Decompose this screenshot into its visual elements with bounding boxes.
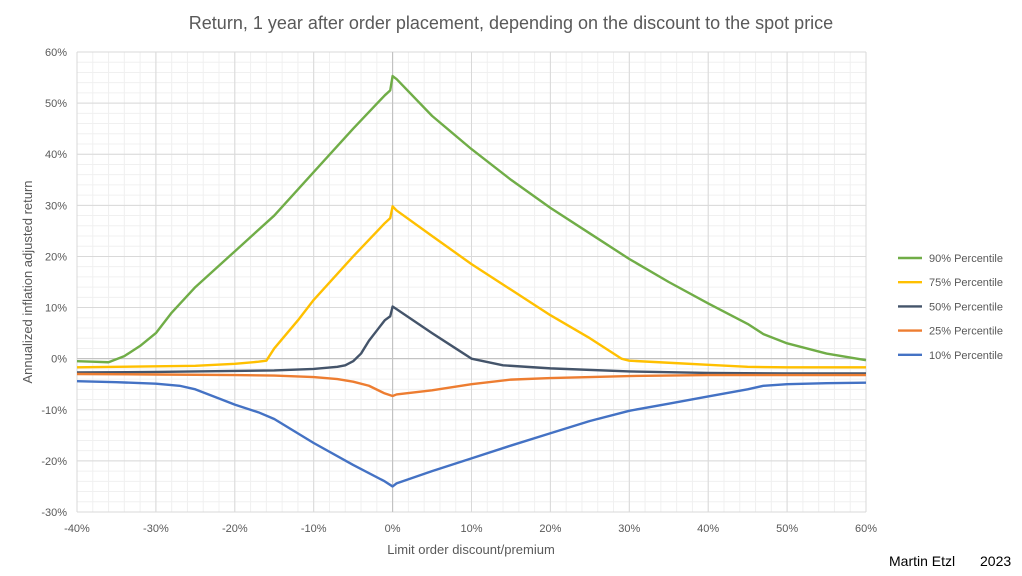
year-credit: 2023 bbox=[980, 553, 1012, 569]
x-tick-label: -30% bbox=[143, 523, 169, 535]
y-tick-label: 10% bbox=[45, 303, 67, 315]
series-line-3 bbox=[76, 305, 866, 375]
series-line-5 bbox=[76, 379, 867, 488]
x-tick-label: 30% bbox=[618, 523, 640, 535]
x-tick-label: -20% bbox=[222, 523, 248, 535]
x-tick-label: 60% bbox=[855, 523, 877, 535]
y-tick-label: 20% bbox=[45, 251, 67, 263]
y-tick-label: 50% bbox=[45, 98, 67, 110]
legend-label: 10% Percentile bbox=[929, 350, 1003, 362]
legend-label: 90% Percentile bbox=[929, 253, 1003, 265]
x-tick-label: -10% bbox=[301, 523, 327, 535]
legend-label: 50% Percentile bbox=[929, 301, 1003, 313]
x-tick-label: 50% bbox=[776, 523, 798, 535]
chart-series bbox=[76, 74, 867, 488]
x-tick-label: 0% bbox=[385, 523, 401, 535]
y-tick-label: -30% bbox=[41, 507, 67, 519]
legend: 90% Percentile 75% Percentile 50% Percenti… bbox=[898, 253, 1003, 362]
x-tick-label: -40% bbox=[64, 523, 90, 535]
y-tick-label: -10% bbox=[41, 405, 67, 417]
y-axis-label: Annualized inflation adjusted return bbox=[20, 180, 35, 383]
series-line-2 bbox=[76, 205, 866, 369]
series-line-4 bbox=[76, 372, 866, 398]
author-credit: Martin Etzl bbox=[889, 553, 956, 569]
x-tick-label: 40% bbox=[697, 523, 719, 535]
chart-title: Return, 1 year after order placement, de… bbox=[189, 13, 833, 33]
y-tick-label: 40% bbox=[45, 149, 67, 161]
x-tick-label: 20% bbox=[539, 523, 561, 535]
legend-label: 75% Percentile bbox=[929, 277, 1003, 289]
y-tick-label: 60% bbox=[45, 47, 67, 59]
y-tick-label: 30% bbox=[45, 200, 67, 212]
y-tick-label: -20% bbox=[41, 456, 67, 468]
tick-labels: -40% -30% -20% -10% 0% 10% 20% 30% 40% 50% 60% -30%… bbox=[41, 47, 877, 535]
legend-label: 25% Percentile bbox=[929, 326, 1003, 338]
x-axis-label: Limit order discount/premium bbox=[387, 542, 555, 557]
series-line-1 bbox=[76, 74, 867, 364]
y-tick-label: 0% bbox=[51, 354, 67, 366]
chart-grid bbox=[76, 51, 867, 513]
x-tick-label: 10% bbox=[460, 523, 482, 535]
